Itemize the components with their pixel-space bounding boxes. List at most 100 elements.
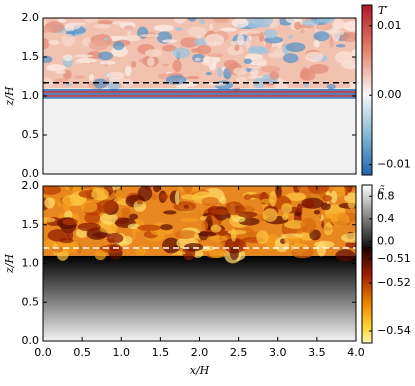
field-blob — [74, 75, 86, 79]
field-blob — [243, 58, 253, 65]
field-stripe — [43, 92, 356, 95]
field-blob — [305, 51, 324, 62]
field-blob — [288, 34, 293, 40]
field-blob — [127, 30, 132, 36]
field-blob — [160, 224, 173, 231]
field-blob — [204, 33, 225, 46]
field-blob — [285, 42, 306, 53]
field-blob — [91, 187, 109, 201]
field-blob — [115, 187, 123, 202]
field-blob — [255, 18, 273, 27]
field-blob — [48, 39, 60, 45]
field-blob — [293, 21, 302, 31]
field-blob — [61, 34, 76, 47]
field-blob — [131, 226, 136, 240]
field-blob — [99, 60, 116, 65]
field-blob — [323, 222, 333, 236]
field-blob — [165, 75, 187, 85]
field-blob — [77, 57, 97, 64]
field-blob — [123, 34, 141, 42]
field-blob — [84, 18, 98, 24]
field-blob — [43, 55, 53, 63]
colorbar-segment — [362, 5, 372, 175]
field-blob — [162, 44, 177, 52]
field-blob — [237, 33, 245, 46]
field-blob — [331, 28, 341, 42]
field-blob — [307, 186, 330, 195]
field-blob — [281, 202, 293, 214]
y-tick-label: 0.5 — [22, 128, 40, 141]
field-blob — [77, 222, 101, 232]
field-blob — [94, 24, 112, 29]
field-blob — [172, 47, 191, 59]
field-blob — [80, 200, 98, 213]
field-blob — [99, 212, 118, 225]
field-blob — [214, 18, 230, 24]
field-blob — [262, 208, 278, 222]
field-blob — [196, 45, 212, 55]
field-blob — [233, 67, 248, 76]
field-blob — [199, 19, 206, 25]
field-blob — [57, 198, 62, 207]
field-blob — [282, 213, 289, 221]
field-blob — [151, 193, 158, 201]
field-blob — [243, 194, 252, 200]
y-axis-label: z/H — [3, 254, 16, 275]
field-blob — [93, 78, 108, 89]
field-blob — [46, 64, 66, 72]
field-blob — [161, 39, 178, 43]
field-blob — [208, 57, 214, 66]
field-blob — [120, 207, 131, 215]
x-tick-label: 2.5 — [230, 346, 248, 359]
field-blob — [300, 217, 317, 234]
field-blob — [122, 235, 133, 245]
field-stripe — [43, 94, 356, 97]
field — [43, 18, 356, 174]
colorbar-label: T′ — [378, 4, 388, 17]
field-blob — [284, 220, 306, 229]
field-blob — [161, 63, 169, 67]
field-blob — [103, 37, 108, 41]
field-blob — [160, 193, 169, 200]
field-blob — [343, 20, 356, 32]
field-blob — [250, 193, 272, 199]
field-blob — [175, 27, 183, 31]
field-blob — [131, 61, 137, 68]
field-blob — [345, 241, 356, 249]
field-stripe — [43, 88, 356, 91]
field-blob — [94, 250, 107, 261]
field-blob — [347, 198, 356, 209]
field-blob — [335, 51, 354, 64]
field-blob — [238, 211, 258, 218]
y-axis-label: z/H — [3, 86, 16, 107]
field-blob — [124, 65, 132, 77]
field-blob — [301, 19, 320, 26]
field-blob — [244, 53, 263, 61]
colorbar-frame — [361, 184, 373, 344]
x-tick-label: 0.0 — [34, 346, 52, 359]
x-axis-label: x/H — [190, 364, 210, 377]
field-blob — [326, 84, 336, 90]
field-blob — [229, 246, 239, 261]
colorbar-tick-label: 0.01 — [377, 19, 402, 32]
field-blob — [157, 73, 170, 80]
field-blob — [303, 198, 315, 208]
field-blob — [335, 44, 346, 48]
field-blob — [329, 35, 334, 48]
field-blob — [106, 232, 124, 244]
y-tick-label: 0.0 — [22, 334, 40, 347]
field-blob — [268, 52, 284, 59]
field-blob — [43, 38, 50, 49]
field-blob — [256, 230, 269, 245]
y-tick-label: 1.5 — [22, 50, 40, 63]
field-blob — [330, 190, 338, 204]
field-blob — [187, 26, 207, 37]
y-tick-label: 0.5 — [22, 295, 40, 308]
field-blob — [183, 243, 204, 252]
field-blob — [309, 229, 321, 241]
field-blob — [66, 22, 81, 30]
x-tick-label: 1.0 — [113, 346, 131, 359]
field-blob — [47, 229, 69, 242]
colorbar-tick-label: 0.8 — [377, 189, 395, 202]
y-tick-label: 0.0 — [22, 167, 40, 180]
